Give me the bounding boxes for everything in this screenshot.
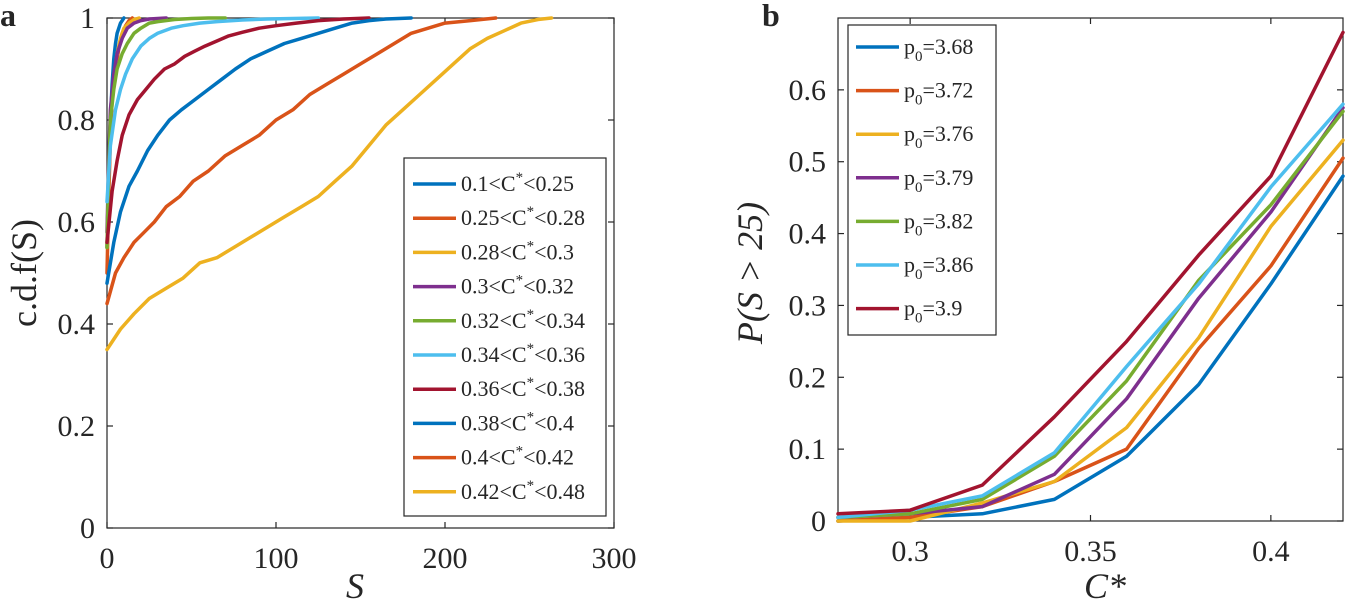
legend-entry-label: 0.34<C*<0.36 — [461, 341, 585, 367]
series-line-5 — [105, 16, 228, 250]
series-line-9 — [105, 16, 498, 306]
panel-b-x-axis-title: C* — [1084, 566, 1126, 606]
panel-a-legend: 0.1<C*<0.25 0.25<C*<0.28 0.28<C*<0.3 0.3<C*… — [403, 157, 607, 517]
x-tick-label: 300 — [592, 542, 637, 575]
panel-a-ticks: 0 100 200 300 0 0.2 0.4 0.6 0.8 1 — [58, 2, 637, 575]
panel-b-legend-box — [847, 24, 997, 336]
y-tick-label: 0 — [80, 512, 95, 545]
legend-entry-label: 0.42<C*<0.48 — [461, 478, 585, 504]
series-line-7 — [105, 16, 371, 245]
legend-entry-label: p0=3.72 — [904, 78, 973, 109]
legend-entry-label: 0.32<C*<0.34 — [461, 307, 585, 333]
panel-a-x-axis-title: S — [346, 566, 364, 606]
panel-b-y-axis-title: P(S > 25) — [730, 202, 770, 345]
y-tick-label: 0.2 — [58, 410, 96, 443]
legend-entry-label: 0.28<C*<0.3 — [461, 238, 574, 264]
y-tick-label: 1 — [80, 2, 95, 35]
panel-b-series-group — [836, 30, 1345, 523]
legend-entry-label: 0.3<C*<0.32 — [461, 273, 574, 299]
panel-a-series-group — [105, 16, 554, 352]
panel-a-chart: a 0 100 200 300 0 0.2 0.4 0.6 0.8 1 S c.d.f(S) 0.… — [0, 0, 637, 606]
panel-b-ticks: 0.3 0.35 0.4 0 0.1 0.2 0.3 0.4 0.5 0.6 — [789, 18, 1343, 568]
legend-entry-label: p0=3.68 — [904, 34, 973, 65]
y-tick-label: 0.5 — [789, 146, 827, 179]
x-tick-label: 100 — [254, 542, 299, 575]
legend-entry-label: 0.4<C*<0.42 — [461, 444, 574, 470]
series-line-10 — [105, 16, 554, 352]
series-line-6 — [105, 16, 321, 204]
y-tick-label: 0.3 — [789, 289, 827, 322]
panel-b-label: b — [762, 0, 780, 33]
y-tick-label: 0 — [811, 505, 826, 538]
y-tick-label: 0.2 — [789, 361, 827, 394]
panel-b-chart: b 0.3 0.35 0.4 0 0.1 0.2 0.3 0.4 0.5 0.6 C* P(S >… — [730, 0, 1345, 606]
series-line-8 — [105, 16, 413, 285]
legend-entry-label: p0=3.82 — [904, 208, 973, 239]
panel-b-legend: p0=3.68 p0=3.72 p0=3.76 p0=3.79 p0=3.82 p0=3.… — [847, 24, 997, 336]
panel-a-label: a — [0, 0, 16, 33]
x-tick-label: 0.3 — [891, 535, 929, 568]
legend-entry-label: 0.36<C*<0.38 — [461, 375, 585, 401]
legend-entry-label: p0=3.79 — [904, 165, 973, 196]
x-tick-label: 0.35 — [1064, 535, 1117, 568]
y-tick-label: 0.6 — [58, 206, 96, 239]
series-line-7 — [836, 30, 1345, 516]
y-tick-label: 0.4 — [789, 218, 827, 251]
y-tick-label: 0.6 — [789, 74, 827, 107]
series-line-2 — [836, 156, 1345, 523]
panel-a-y-axis-title: c.d.f(S) — [4, 219, 44, 327]
y-tick-label: 0.1 — [789, 433, 827, 466]
x-tick-label: 200 — [423, 542, 468, 575]
y-tick-label: 0.8 — [58, 104, 96, 137]
legend-entry-label: 0.25<C*<0.28 — [461, 204, 585, 230]
series-line-5 — [836, 109, 1345, 520]
legend-entry-label: p0=3.9 — [904, 296, 962, 327]
legend-entry-label: 0.1<C*<0.25 — [461, 170, 574, 196]
series-line-3 — [836, 138, 1345, 523]
legend-entry-label: p0=3.86 — [904, 252, 973, 283]
legend-entry-label: 0.38<C*<0.4 — [461, 409, 574, 435]
y-tick-label: 0.4 — [58, 308, 96, 341]
x-tick-label: 0.4 — [1252, 535, 1290, 568]
x-tick-label: 0 — [100, 542, 115, 575]
legend-entry-label: p0=3.76 — [904, 121, 973, 152]
